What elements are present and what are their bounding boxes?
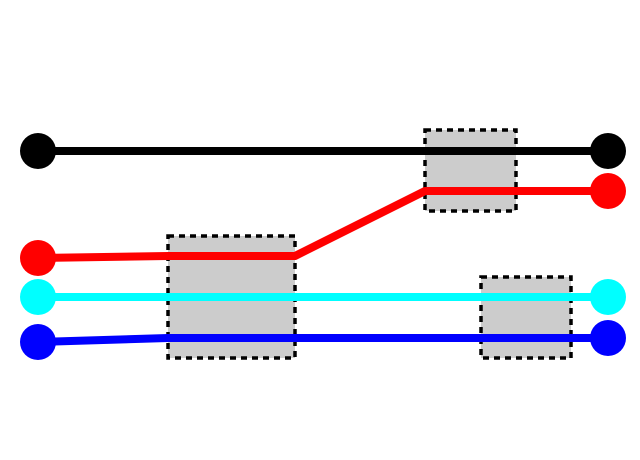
gate-box-2 — [423, 128, 518, 213]
gate-box-3 — [479, 275, 573, 360]
terminal-blue-left — [20, 324, 56, 360]
terminal-black-left — [20, 133, 56, 169]
wire-red — [37, 187, 608, 262]
terminals — [20, 133, 626, 360]
terminal-red-right — [590, 173, 626, 209]
terminal-cyan-left — [20, 279, 56, 315]
terminal-cyan-right — [590, 279, 626, 315]
wires — [37, 147, 608, 346]
terminal-red-left — [20, 240, 56, 276]
terminal-blue-right — [590, 320, 626, 356]
wire-blue — [37, 334, 608, 346]
terminal-black-right — [590, 133, 626, 169]
